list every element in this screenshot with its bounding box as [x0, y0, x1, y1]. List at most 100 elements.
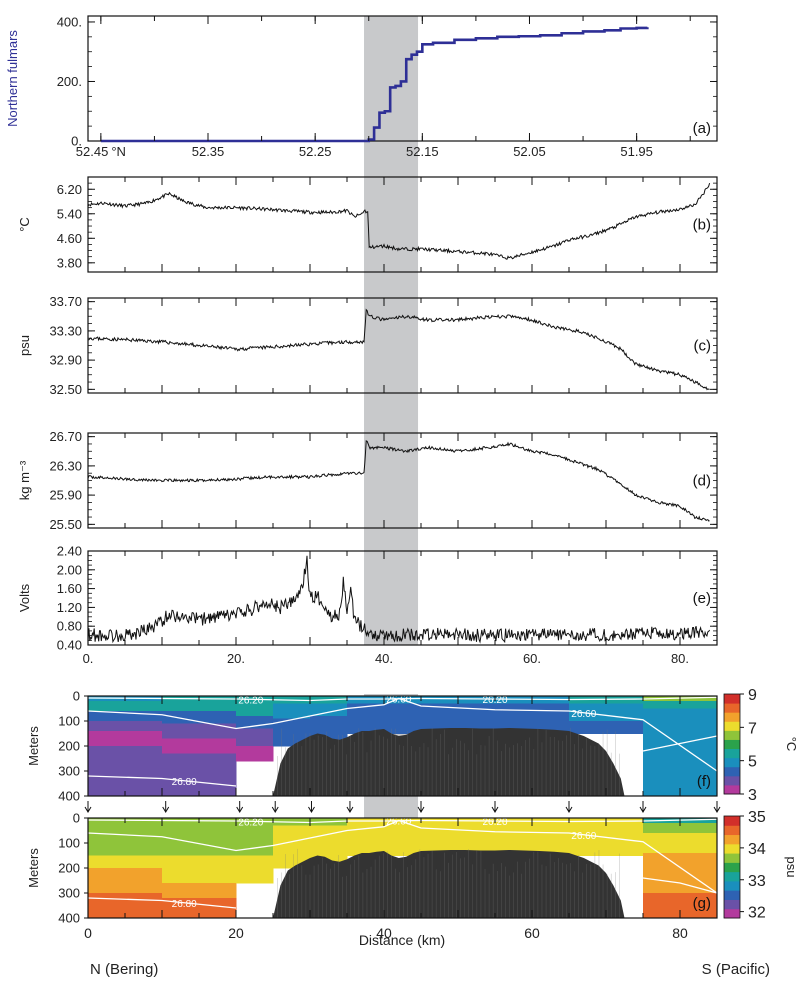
data-cell-f [88, 701, 163, 712]
data-cell-f [162, 711, 237, 724]
data-cell-g [643, 823, 718, 834]
colorbar-swatch-g [724, 853, 740, 863]
colorbar-swatch-f [724, 721, 740, 731]
contour-label-g: 26.60 [571, 831, 596, 842]
colorbar-label-f: 3 [748, 787, 757, 804]
ytick-label-g: 0 [73, 811, 80, 826]
colorbar-swatch-f [724, 703, 740, 713]
series-line-d [87, 440, 710, 522]
xtick-label-g: 80 [672, 925, 688, 941]
colorbar-unit-f: °C [784, 737, 799, 752]
series-line-e [87, 555, 711, 644]
panel-label-a: (a) [693, 120, 711, 137]
ytick-label-a: 0. [71, 134, 82, 149]
ylabel-b: °C [17, 217, 32, 232]
ytick-label-d: 25.90 [49, 488, 82, 503]
data-cell-f [162, 753, 237, 772]
colorbar-label-g: 32 [748, 905, 766, 922]
xtick-label-e: 40. [375, 651, 393, 666]
data-cell-g [162, 898, 237, 919]
ytick-label-e: 0.40 [57, 638, 82, 653]
series-line-c [87, 308, 710, 391]
station-arrow-head [271, 806, 279, 813]
panel-label-f: (f) [697, 773, 711, 790]
colorbar-swatch-f [724, 712, 740, 722]
data-cell-f [162, 738, 237, 754]
ytick-label-g: 400 [58, 911, 80, 926]
data-cell-g [273, 825, 311, 851]
isopycnal-f [87, 696, 718, 702]
colorbar-label-f: 9 [748, 687, 757, 704]
ytick-label-e: 0.80 [57, 619, 82, 634]
colorbar-swatch-g [724, 880, 740, 891]
data-cell-g [643, 853, 718, 874]
data-cell-g [421, 825, 496, 844]
ytick-label-e: 2.40 [57, 544, 82, 559]
data-cell-g [162, 823, 237, 856]
colorbar-swatch-g [724, 862, 740, 873]
label-south-pacific: S (Pacific) [702, 961, 770, 978]
xtick-label-lat: 52.25 [299, 144, 332, 159]
isopycnal-f [87, 697, 718, 772]
data-cell-g [569, 843, 644, 856]
data-cell-f [88, 721, 163, 732]
xtick-label-g: 0 [84, 925, 92, 941]
xtick-label-e: 60. [523, 651, 541, 666]
data-cell-g [236, 825, 274, 856]
ytick-label-a: 200. [57, 74, 82, 89]
colorbar-label-g: 33 [748, 873, 766, 890]
data-cell-g [88, 868, 163, 879]
xtick-label-g: 60 [524, 925, 540, 941]
ylabel-fulmars: Northern fulmars [5, 30, 20, 127]
ytick-label-c: 32.90 [49, 353, 82, 368]
ytick-label-e: 1.60 [57, 581, 82, 596]
data-cell-f [88, 731, 163, 747]
station-arrow-head [565, 806, 573, 813]
isopycnal-g [87, 818, 718, 824]
data-cell-g [162, 868, 237, 884]
colorbar-frame-f [723, 693, 741, 795]
ytick-label-c: 32.50 [49, 382, 82, 397]
colorbar-swatch-g [724, 899, 740, 910]
ytick-label-d: 26.70 [49, 429, 82, 444]
seamount-f [273, 728, 625, 796]
data-cell-f [310, 703, 348, 717]
ytick-label-e: 2.00 [57, 562, 82, 577]
xtick-label-e: 20. [227, 651, 245, 666]
xtick-label-lat: 51.95 [620, 144, 653, 159]
colorbar-swatch-g [724, 816, 740, 826]
colorbar-swatch-f [724, 730, 740, 740]
data-cell-f [236, 746, 274, 762]
xtick-label-g: 20 [228, 925, 244, 941]
xtick-label-lat: 52.45 °N [76, 144, 126, 159]
contour-label-g: 26.60 [386, 817, 411, 828]
station-arrow-head [639, 806, 647, 813]
data-cell-f [569, 721, 644, 734]
panel-b-frame [87, 176, 718, 273]
ytick-label-f: 400 [58, 789, 80, 804]
ylabel-e: Volts [17, 583, 32, 612]
ylabel-d: kg m⁻³ [17, 460, 32, 500]
panel-a-frame [87, 15, 718, 142]
station-arrow-head [236, 806, 244, 813]
ytick-label-d: 26.30 [49, 458, 82, 473]
data-cell-f [162, 701, 237, 712]
data-cell-g [88, 878, 163, 894]
ytick-label-b: 6.20 [57, 182, 82, 197]
ytick-label-d: 25.50 [49, 517, 82, 532]
data-cell-g [643, 833, 718, 854]
isopycnal-f [87, 775, 237, 787]
ytick-label-g: 100 [58, 836, 80, 851]
data-cell-f [236, 728, 274, 747]
colorbar-swatch-g [724, 843, 740, 854]
ytick-label-f: 300 [58, 764, 80, 779]
contour-label-g: 26.80 [172, 899, 197, 910]
data-cell-g [162, 883, 237, 899]
data-cell-f [643, 701, 718, 709]
ylabel-g: Meters [26, 848, 41, 888]
colorbar-unit-g: psu [784, 857, 799, 878]
data-cell-g [236, 868, 274, 884]
data-cell-g [88, 823, 163, 856]
contour-label-f: 26.60 [386, 695, 411, 706]
